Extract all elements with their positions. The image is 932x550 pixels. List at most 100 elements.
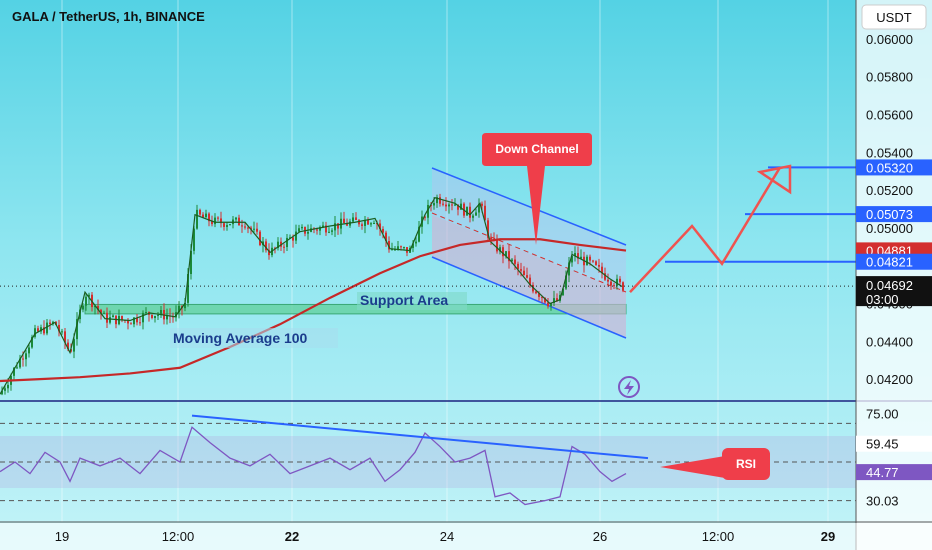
candle-body (235, 217, 237, 220)
candle-body (388, 241, 390, 250)
candle-body (136, 317, 138, 323)
candle-body (76, 319, 78, 340)
candle-body (214, 217, 216, 225)
candle-body (607, 279, 609, 282)
candle-body (436, 197, 438, 204)
rsi-callout (722, 448, 770, 480)
moving-average-label-bg (170, 328, 338, 348)
candle-body (151, 314, 153, 318)
candle-body (370, 223, 372, 225)
rsi-current-value: 44.77 (866, 465, 899, 480)
candle-body (154, 315, 156, 318)
rsi-ticks: 75.00 30.03 (866, 407, 899, 509)
candle-body (307, 231, 309, 234)
price-tick-label: 0.04200 (866, 372, 913, 387)
price-tick-label: 0.05400 (866, 145, 913, 160)
candle-body (334, 223, 336, 231)
candle-body (361, 224, 363, 226)
candle-body (100, 309, 102, 314)
candle-body (289, 237, 291, 239)
down-channel-lower-line[interactable] (431, 256, 627, 339)
candle-body (331, 230, 333, 232)
candle-body (217, 217, 219, 219)
down-channel-upper-line[interactable] (431, 167, 627, 246)
candle-body (445, 204, 447, 207)
down-channel-label: Down Channel (495, 142, 578, 156)
rsi-line (0, 426, 627, 506)
candle-body (103, 312, 105, 314)
price-badge (856, 253, 932, 270)
candle-body (295, 231, 297, 241)
candle-body (67, 342, 69, 350)
candle-body (403, 247, 405, 249)
candle-body (301, 226, 303, 229)
candle-body (538, 293, 540, 297)
rsi-callout-pointer (660, 456, 725, 478)
candle-body (292, 237, 294, 241)
candle-body (205, 213, 207, 218)
time-tick-label: 29 (821, 529, 835, 544)
candle-body (256, 228, 258, 232)
candle-body (160, 310, 162, 315)
time-tick-label: 12:00 (702, 529, 735, 544)
candle-body (142, 312, 144, 323)
candle-body (283, 246, 285, 248)
candle-body (622, 282, 624, 291)
candle-body (352, 217, 354, 222)
candle-body (22, 358, 24, 360)
projection-path[interactable] (629, 166, 782, 294)
candle-body (130, 323, 132, 325)
rsi-trendline[interactable] (191, 414, 649, 460)
currency-button[interactable] (861, 4, 927, 30)
candle-body (139, 322, 141, 324)
time-tick-label: 19 (55, 529, 69, 544)
candle-body (589, 256, 591, 261)
down-channel-fill (432, 168, 626, 338)
time-tick-label: 22 (285, 529, 299, 544)
candle-body (619, 278, 621, 283)
candle-body (265, 241, 267, 251)
candle-body (346, 223, 348, 226)
rsi-tick-label: 75.00 (866, 407, 899, 422)
candle-body (490, 237, 492, 240)
candle-body (562, 288, 564, 296)
candle-body (106, 312, 108, 323)
candle-body (64, 331, 66, 343)
candle-body (469, 206, 471, 218)
candle-body (496, 239, 498, 252)
candle-body (247, 227, 249, 229)
candle-body (391, 249, 393, 251)
candle-body (379, 223, 381, 229)
candle-body (190, 250, 192, 275)
candle-body (97, 306, 99, 310)
candle-body (37, 328, 39, 332)
candle-body (259, 231, 261, 246)
candle-body (508, 251, 510, 262)
candle-body (277, 241, 279, 249)
time-axis[interactable] (0, 523, 932, 550)
candle-body (112, 315, 114, 318)
candle-body (526, 275, 528, 278)
rsi-label: RSI (736, 457, 756, 471)
price-axis[interactable] (856, 0, 932, 550)
candle-body (499, 247, 501, 252)
candle-body (439, 197, 441, 204)
candle-body (316, 229, 318, 231)
candle-body (550, 303, 552, 307)
candle-body (61, 331, 63, 333)
candle-body (145, 312, 147, 314)
candle-body (85, 296, 87, 306)
candle-body (319, 227, 321, 231)
candle-body (523, 270, 525, 276)
candle-body (244, 226, 246, 228)
candle-body (268, 250, 270, 256)
candle-body (211, 221, 213, 225)
candle-body (514, 259, 516, 264)
time-tick-label: 24 (440, 529, 454, 544)
current-price-value: 0.04692 (866, 278, 913, 293)
candle-body (43, 327, 45, 334)
candle-body (412, 243, 414, 249)
candle-body (568, 262, 570, 276)
lightning-icon[interactable] (618, 376, 640, 398)
